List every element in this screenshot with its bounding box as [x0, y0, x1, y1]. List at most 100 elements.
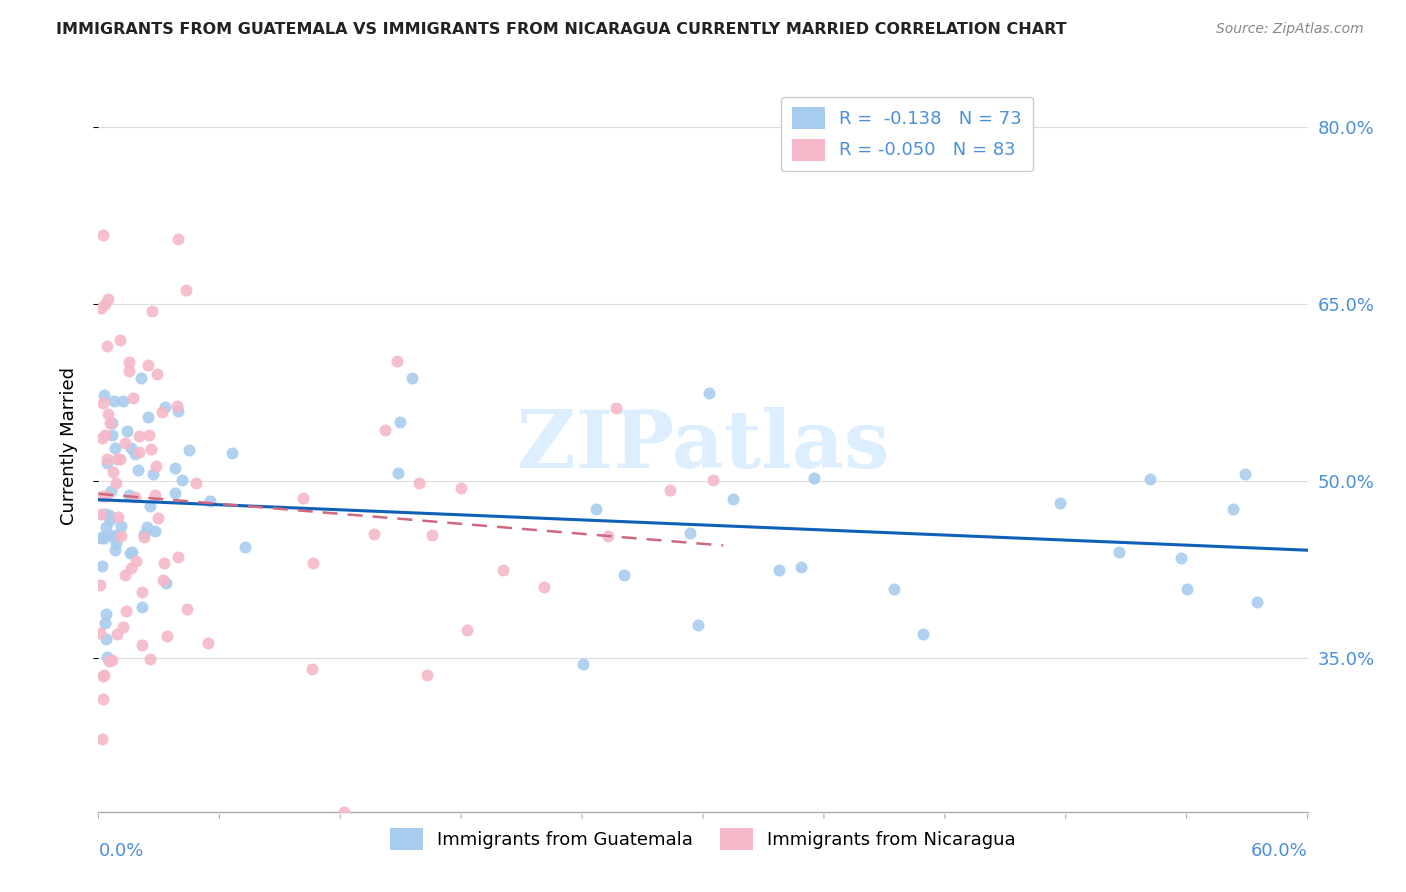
Point: [127, 463, 149, 477]
Point: [120, 561, 142, 575]
Point: [93, 531, 115, 545]
Point: [374, 424, 396, 438]
Point: [128, 445, 150, 459]
Point: [132, 527, 155, 541]
Point: [184, 475, 207, 490]
Point: [790, 560, 813, 574]
Point: [103, 394, 125, 409]
Point: [387, 466, 409, 480]
Point: [124, 447, 146, 461]
Point: [101, 416, 124, 430]
Point: [1246, 594, 1268, 608]
Text: 0.0%: 0.0%: [98, 842, 143, 860]
Point: [146, 511, 169, 525]
Point: [136, 410, 159, 425]
Point: [166, 550, 188, 565]
Point: [101, 465, 124, 479]
Point: [152, 556, 174, 570]
Point: [197, 636, 219, 650]
Point: [94, 632, 117, 646]
Point: [111, 620, 134, 634]
Point: [93, 396, 115, 410]
Point: [93, 507, 115, 521]
Point: [1139, 472, 1161, 486]
Point: [389, 415, 412, 429]
Point: [96, 456, 118, 470]
Legend: Immigrants from Guatemala, Immigrants from Nicaragua: Immigrants from Guatemala, Immigrants fr…: [382, 821, 1024, 857]
Point: [96, 489, 118, 503]
Point: [456, 623, 478, 637]
Point: [105, 528, 128, 542]
Point: [128, 429, 150, 443]
Point: [110, 451, 132, 466]
Point: [98, 513, 121, 527]
Point: [90, 531, 112, 545]
Point: [100, 529, 122, 543]
Point: [104, 476, 127, 491]
Y-axis label: Currently Married: Currently Married: [59, 367, 77, 525]
Point: [1177, 582, 1199, 596]
Point: [166, 399, 188, 413]
Point: [1234, 467, 1257, 481]
Point: [688, 617, 710, 632]
Point: [301, 556, 323, 570]
Point: [101, 428, 124, 442]
Text: ZIPatlas: ZIPatlas: [517, 407, 889, 485]
Point: [768, 562, 790, 576]
Point: [163, 485, 186, 500]
Point: [145, 458, 167, 473]
Point: [150, 405, 173, 419]
Point: [131, 638, 153, 652]
Point: [912, 627, 935, 641]
Point: [91, 228, 114, 243]
Point: [658, 483, 681, 497]
Point: [533, 580, 555, 594]
Point: [177, 442, 200, 457]
Point: [91, 669, 114, 683]
Point: [132, 530, 155, 544]
Point: [97, 654, 120, 668]
Point: [108, 333, 131, 347]
Point: [125, 554, 148, 568]
Point: [401, 371, 423, 385]
Point: [1170, 550, 1192, 565]
Point: [612, 567, 634, 582]
Point: [605, 401, 627, 415]
Point: [111, 394, 134, 409]
Point: [135, 520, 157, 534]
Point: [176, 602, 198, 616]
Point: [143, 524, 166, 538]
Point: [221, 446, 243, 460]
Point: [107, 626, 129, 640]
Point: [803, 471, 825, 485]
Point: [118, 355, 141, 369]
Point: [141, 303, 163, 318]
Point: [94, 428, 117, 442]
Point: [333, 805, 356, 819]
Point: [93, 616, 115, 631]
Point: [114, 604, 136, 618]
Point: [90, 731, 112, 746]
Point: [90, 489, 112, 503]
Point: [121, 545, 143, 559]
Point: [93, 387, 115, 401]
Point: [1049, 496, 1071, 510]
Point: [146, 367, 169, 381]
Point: [139, 442, 162, 457]
Point: [491, 563, 513, 577]
Point: [136, 358, 159, 372]
Point: [91, 432, 114, 446]
Text: 60.0%: 60.0%: [1251, 842, 1308, 860]
Point: [114, 567, 136, 582]
Point: [96, 338, 118, 352]
Point: [120, 441, 142, 455]
Point: [697, 386, 720, 401]
Point: [1222, 502, 1244, 516]
Point: [291, 491, 314, 505]
Point: [129, 371, 152, 385]
Point: [90, 507, 112, 521]
Point: [110, 528, 132, 542]
Point: [90, 530, 112, 544]
Point: [156, 629, 179, 643]
Point: [97, 292, 120, 306]
